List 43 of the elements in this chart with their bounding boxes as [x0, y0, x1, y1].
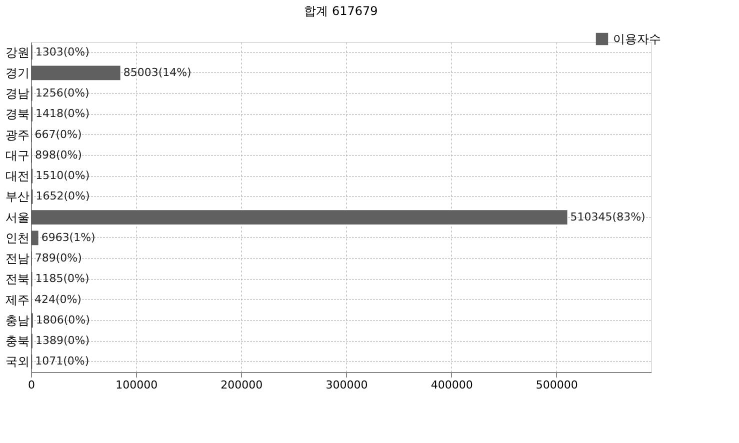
data-label: 1652(0%)	[36, 190, 90, 203]
data-label: 85003(14%)	[123, 66, 192, 79]
y-tick-label: 인천	[6, 230, 30, 245]
data-label: 1418(0%)	[35, 107, 90, 120]
x-tick-label: 100000	[116, 378, 158, 392]
bar	[31, 230, 38, 246]
data-label: 510345(83%)	[570, 210, 646, 224]
y-tick-label: 대구	[6, 148, 30, 162]
x-tick-label: 300000	[326, 378, 368, 392]
legend-label: 이용자수	[613, 32, 661, 46]
y-tick-label: 대전	[6, 169, 30, 184]
y-tick-label: 충남	[6, 313, 30, 328]
data-label: 1071(0%)	[35, 354, 90, 368]
data-label: 1256(0%)	[35, 86, 90, 100]
y-tick-label: 충북	[6, 334, 30, 348]
y-tick-label: 부산	[6, 190, 30, 204]
y-tick-label: 광주	[6, 128, 30, 142]
y-tick-label: 국외	[6, 354, 30, 369]
x-tick-label: 400000	[430, 378, 473, 392]
y-tick-label: 전남	[6, 252, 30, 266]
data-label: 898(0%)	[34, 148, 82, 162]
bar	[31, 66, 120, 80]
x-tick-label: 200000	[220, 378, 263, 392]
data-label: 789(0%)	[34, 252, 82, 265]
y-tick-label: 경기	[6, 66, 30, 80]
data-label: 667(0%)	[34, 128, 82, 141]
y-tick-label: 강원	[6, 45, 30, 60]
data-label: 1303(0%)	[35, 45, 90, 58]
data-label: 1510(0%)	[36, 169, 90, 182]
x-tick-label: 0	[28, 378, 35, 392]
data-label: 6963(1%)	[41, 230, 96, 244]
y-tick-label: 경남	[6, 86, 30, 101]
y-tick-label: 제주	[6, 292, 30, 307]
data-label: 1185(0%)	[35, 272, 90, 286]
data-label: 1806(0%)	[36, 313, 90, 326]
data-label: 1389(0%)	[35, 334, 90, 348]
y-tick-label: 서울	[6, 210, 30, 224]
data-label: 424(0%)	[34, 292, 82, 306]
y-tick-label: 경북	[6, 107, 30, 122]
x-tick-label: 500000	[536, 378, 578, 392]
chart-title: 합계 617679	[304, 4, 378, 18]
y-tick-label: 전북	[6, 272, 30, 286]
bar	[31, 210, 568, 225]
